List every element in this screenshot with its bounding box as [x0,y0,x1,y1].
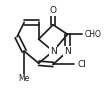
Text: N: N [50,47,56,56]
Text: Me: Me [19,74,30,83]
Text: O: O [50,6,57,15]
Text: CHO: CHO [84,30,101,39]
Text: Cl: Cl [77,60,86,69]
Text: N: N [64,47,71,56]
